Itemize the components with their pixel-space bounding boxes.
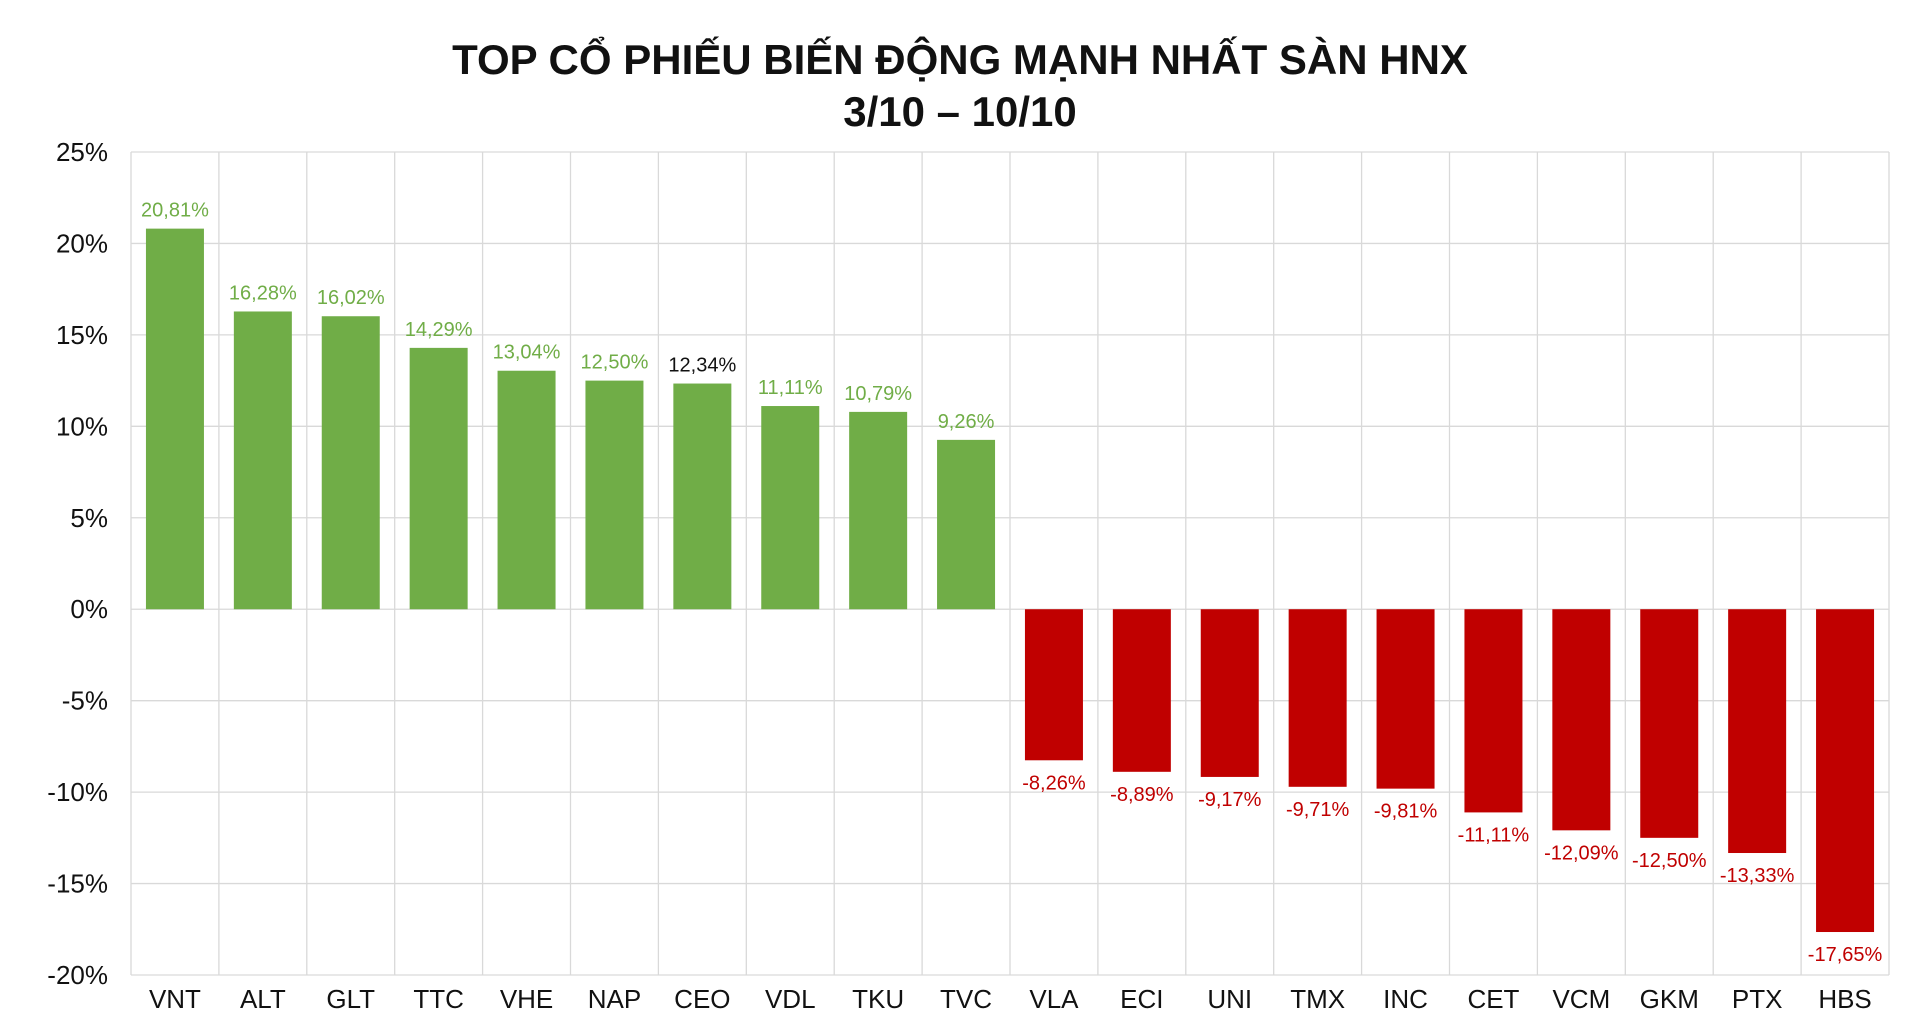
x-tick-label-uni: UNI: [1207, 984, 1252, 1014]
bar-tvc: [937, 439, 996, 610]
y-tick-label: 5%: [70, 503, 108, 533]
bar-cet: [1464, 609, 1523, 813]
bar-nap: [585, 380, 644, 610]
x-tick-label-glt: GLT: [326, 984, 375, 1014]
chart-title-line1: TOP CỔ PHIẾU BIẾN ĐỘNG MẠNH NHẤT SÀN HNX: [452, 36, 1468, 83]
data-labels-layer: 20,81% 16,28% 16,02% 14,29% 13,04% 12,50% 12,3…: [141, 200, 1882, 966]
data-label-nap: 12,50%: [581, 352, 649, 374]
x-tick-label-alt: ALT: [240, 984, 286, 1014]
x-tick-label-ceo: CEO: [674, 984, 730, 1014]
bar-vnt: [145, 228, 204, 610]
bar-inc: [1376, 609, 1435, 789]
data-label-vnt: 20,81%: [141, 200, 209, 222]
bar-ceo: [673, 383, 732, 610]
y-tick-label: -10%: [47, 777, 108, 807]
data-label-gkm: -12,50%: [1632, 850, 1707, 872]
bar-vhe: [497, 370, 556, 610]
x-tick-label-tku: TKU: [852, 984, 904, 1014]
bar-glt: [321, 316, 380, 610]
data-label-alt: 16,28%: [229, 282, 297, 304]
x-tick-label-vcm: VCM: [1552, 984, 1610, 1014]
x-tick-label-vla: VLA: [1029, 984, 1079, 1014]
x-tick-label-tmx: TMX: [1290, 984, 1345, 1014]
data-label-tvc: 9,26%: [938, 411, 995, 433]
data-label-tmx: -9,71%: [1286, 799, 1350, 821]
bar-gkm: [1640, 609, 1699, 838]
data-label-cet: -11,11%: [1458, 824, 1530, 846]
bar-alt: [233, 311, 292, 610]
bar-ptx: [1728, 609, 1787, 854]
bar-vla: [1024, 609, 1083, 761]
bar-eci: [1112, 609, 1171, 772]
y-tick-label: 15%: [56, 320, 108, 350]
x-tick-label-nap: NAP: [588, 984, 641, 1014]
data-label-ttc: 14,29%: [405, 319, 473, 341]
x-tick-label-ptx: PTX: [1732, 984, 1783, 1014]
y-tick-label: -5%: [62, 686, 108, 716]
x-tick-label-gkm: GKM: [1640, 984, 1699, 1014]
chart-title: TOP CỔ PHIẾU BIẾN ĐỘNG MẠNH NHẤT SÀN HNX…: [0, 34, 1920, 138]
bar-hbs: [1816, 609, 1875, 933]
bars-layer: [145, 228, 1875, 933]
bar-ttc: [409, 347, 468, 610]
data-label-vhe: 13,04%: [493, 342, 561, 364]
data-label-eci: -8,89%: [1110, 784, 1174, 806]
y-tick-label: 10%: [56, 411, 108, 441]
bar-vdl: [761, 406, 820, 610]
x-tick-label-tvc: TVC: [940, 984, 992, 1014]
y-axis-tick-labels: 25% 20% 15% 10% 5% 0% -5% -10% -15% -20%: [47, 137, 108, 990]
y-tick-label: -20%: [47, 960, 108, 990]
chart-subtitle: 3/10 – 10/10: [843, 88, 1077, 135]
data-label-uni: -9,17%: [1198, 789, 1262, 811]
bar-tmx: [1288, 609, 1347, 787]
data-label-tku: 10,79%: [844, 383, 912, 405]
data-label-vla: -8,26%: [1022, 772, 1086, 794]
data-label-vdl: 11,11%: [758, 377, 823, 399]
x-tick-label-cet: CET: [1467, 984, 1519, 1014]
x-tick-label-vdl: VDL: [765, 984, 816, 1014]
y-tick-label: 20%: [56, 228, 108, 258]
grid-layer: [130, 151, 1890, 976]
y-tick-label: 0%: [70, 594, 108, 624]
data-label-hbs: -17,65%: [1808, 944, 1883, 966]
data-label-ptx: -13,33%: [1720, 865, 1795, 887]
x-tick-label-eci: ECI: [1120, 984, 1163, 1014]
x-tick-label-vhe: VHE: [500, 984, 553, 1014]
x-axis-category-labels: VNT ALT GLT TTC VHE NAP CEO VDL TKU TVC VLA ECI UNI T…: [149, 984, 1872, 1014]
bar-tku: [849, 411, 908, 610]
x-tick-label-hbs: HBS: [1818, 984, 1871, 1014]
bar-vcm: [1552, 609, 1611, 831]
y-tick-label: 25%: [56, 137, 108, 167]
data-label-ceo: 12,34%: [668, 355, 736, 377]
x-tick-label-inc: INC: [1383, 984, 1428, 1014]
data-label-inc: -9,81%: [1374, 801, 1438, 823]
data-label-glt: 16,02%: [317, 287, 385, 309]
y-tick-label: -15%: [47, 869, 108, 899]
bar-uni: [1200, 609, 1259, 777]
x-tick-label-vnt: VNT: [149, 984, 201, 1014]
x-tick-label-ttc: TTC: [413, 984, 464, 1014]
data-label-vcm: -12,09%: [1544, 842, 1619, 864]
